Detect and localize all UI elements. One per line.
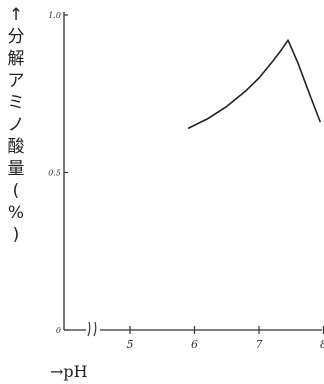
y-axis-label-char: 酸 <box>7 137 25 157</box>
axis-break-mark <box>87 321 97 337</box>
x-tick-label-7: 7 <box>256 338 263 351</box>
y-tick-label-0.5: 0.5 <box>48 169 61 178</box>
series-line-0 <box>187 39 322 130</box>
y-axis-label-char: ノ <box>7 115 25 135</box>
y-axis-label-char: ミ <box>7 93 25 113</box>
y-axis-label-char: ↑ <box>8 5 24 25</box>
x-axis-label: →pH <box>50 362 88 381</box>
y-axis-label-char: ( <box>12 181 20 201</box>
y-axis-label-char: % <box>7 203 25 223</box>
y-axis-label-char: ア <box>7 71 25 91</box>
y-tick-label-0: 0 <box>56 326 61 335</box>
y-axis-label-char: 解 <box>7 49 25 69</box>
x-tick-label-6: 6 <box>191 338 198 351</box>
y-tick-label-1.0: 1.0 <box>48 11 61 20</box>
x-tick-label-8: 8 <box>320 338 324 351</box>
y-axis-label-char: ) <box>12 225 20 245</box>
y-axis-label-char: 量 <box>7 159 25 179</box>
y-axis-label-char: 分 <box>7 27 25 47</box>
x-tick-label-5: 5 <box>127 338 134 351</box>
y-axis-label: ↑ 分解アミノ酸量(%) <box>6 4 26 246</box>
